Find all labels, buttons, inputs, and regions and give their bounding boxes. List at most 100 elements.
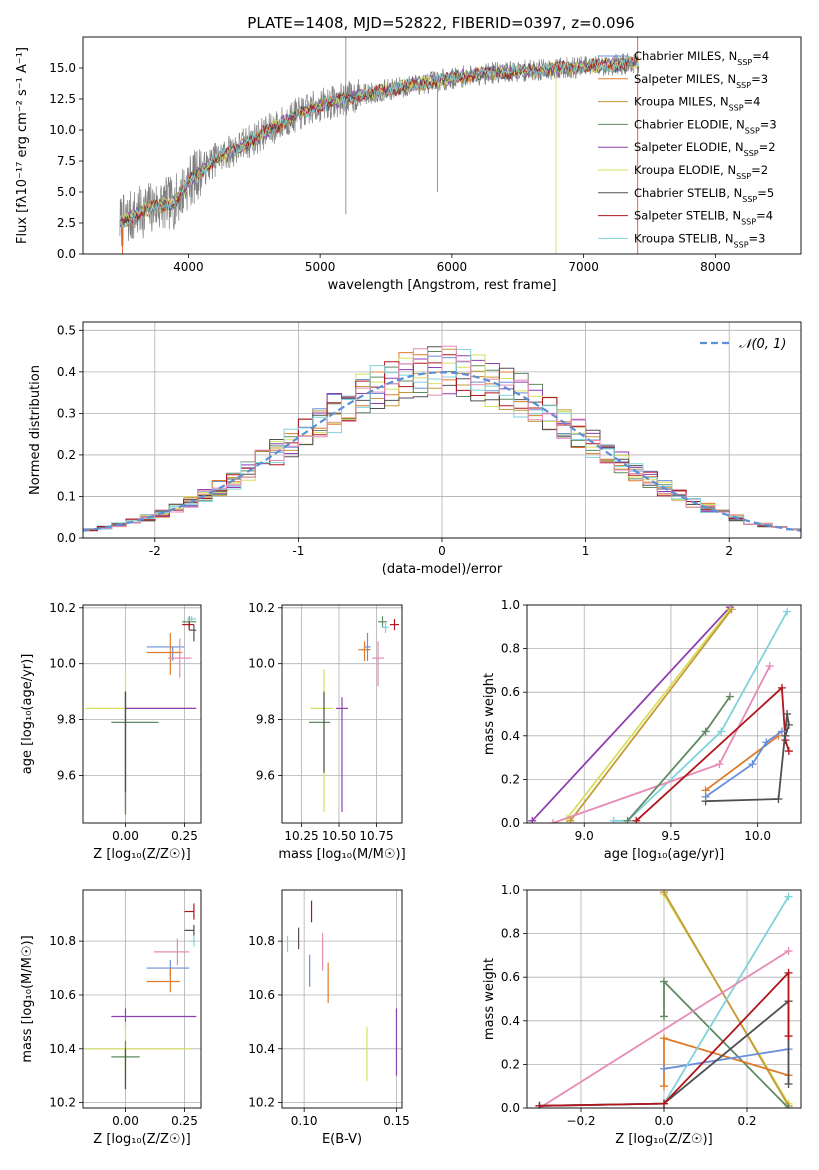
point-marker xyxy=(784,892,793,901)
spectrum-panel: PLATE=1408, MJD=52822, FIBERID=0397, z=0… xyxy=(247,14,634,32)
y-tick-label: 0.8 xyxy=(501,642,520,656)
legend-entry: Chabrier ELODIE, NSSP=3 xyxy=(634,117,777,135)
y-tick-label: 0.0 xyxy=(501,816,520,830)
point-marker xyxy=(660,1034,668,1043)
y-tick-label: 1.0 xyxy=(501,598,520,612)
point-marker xyxy=(784,747,793,756)
age_vs_z-points xyxy=(85,616,197,815)
age_vs_mass-axes: 10.25 10.50 10.75 9.6 9.8 10.0 10.2 xyxy=(248,601,402,843)
y-tick-label: 10.0 xyxy=(49,657,76,671)
y-tick-label: 10.2 xyxy=(49,601,76,615)
weight_vs_age-series xyxy=(528,605,793,823)
series-chabrier-miles xyxy=(705,730,783,798)
point-marker xyxy=(717,727,726,736)
legend-entry: Salpeter STELIB, NSSP=4 xyxy=(634,209,773,227)
weight_vs_age-frame xyxy=(526,604,802,824)
y-tick-label: 0.3 xyxy=(57,406,76,420)
y-tick-label: 12.5 xyxy=(49,92,76,106)
weight_vs_age-xlabel: age [log₁₀(age/yr)] xyxy=(604,847,725,862)
point-marker xyxy=(632,816,641,823)
y-tick-label: 9.8 xyxy=(57,713,76,727)
y-tick-label: 0.1 xyxy=(57,489,76,503)
y-tick-label: 0.4 xyxy=(501,729,520,743)
residual-histograms xyxy=(83,345,801,533)
legend-entry: Kroupa ELODIE, NSSP=2 xyxy=(634,163,768,181)
x-tick-label: 5000 xyxy=(305,260,336,274)
point-marker xyxy=(784,1032,793,1041)
point-marker xyxy=(623,816,632,823)
y-tick-label: 0.0 xyxy=(501,1101,520,1115)
spectrum-title: PLATE=1408, MJD=52822, FIBERID=0397, z=0… xyxy=(247,14,634,32)
series-kroupa-miles xyxy=(569,608,733,822)
point-marker xyxy=(774,795,783,804)
y-tick-label: 10.6 xyxy=(49,988,76,1002)
point-marker xyxy=(784,947,793,956)
residuals-frame xyxy=(82,321,802,539)
y-tick-label: 10.6 xyxy=(248,988,275,1002)
point-marker xyxy=(765,662,774,671)
age_vs_z-frame xyxy=(82,604,202,824)
mass_vs_z-frame xyxy=(82,889,202,1109)
age_vs_z-ylabel: age [log₁₀(age/yr)] xyxy=(20,654,35,775)
x-tick-label: 10.0 xyxy=(744,829,771,843)
x-tick-label: 2 xyxy=(725,544,733,558)
y-tick-label: 10.2 xyxy=(248,1096,275,1110)
point-marker xyxy=(784,1080,793,1089)
age_vs_mass-frame xyxy=(281,604,403,824)
legend-entry: Chabrier MILES, NSSP=4 xyxy=(634,49,769,67)
spectrum-xlabel: wavelength [Angstrom, rest frame] xyxy=(328,278,557,293)
y-tick-label: 5.0 xyxy=(57,185,76,199)
age_vs_mass-xlabel: mass [log₁₀(M/M☉)] xyxy=(278,847,405,862)
legend-entry: Chabrier STELIB, NSSP=5 xyxy=(634,186,774,204)
y-tick-label: 9.8 xyxy=(256,713,275,727)
y-tick-label: 0.4 xyxy=(501,1014,520,1028)
y-tick-label: 0.5 xyxy=(57,323,76,337)
x-tick-label: 0.15 xyxy=(383,1114,410,1128)
series-salpeter-elodie xyxy=(531,606,731,822)
point-marker xyxy=(660,1082,668,1091)
mass_vs_z-ylabel: mass [log₁₀(M/M☉)] xyxy=(20,935,35,1062)
x-tick-label: -2 xyxy=(149,544,161,558)
x-tick-label: 0 xyxy=(438,544,446,558)
age_vs_mass-points xyxy=(309,616,399,812)
point-marker xyxy=(528,816,537,823)
point-marker xyxy=(701,792,710,801)
weight_vs_z-series xyxy=(535,890,793,1108)
x-tick-label: 7000 xyxy=(568,260,599,274)
mass_vs_z-xlabel: Z [log₁₀(Z/Z☉)] xyxy=(93,1132,190,1147)
y-tick-label: 0.6 xyxy=(501,685,520,699)
model-chabrier-stelib xyxy=(119,57,639,225)
point-marker xyxy=(535,1101,544,1108)
point-marker xyxy=(727,605,736,614)
y-tick-label: 15.0 xyxy=(49,61,76,75)
gaussian-curve xyxy=(83,371,801,532)
y-tick-label: 0.6 xyxy=(501,970,520,984)
x-tick-label: 0.00 xyxy=(112,1114,139,1128)
point-marker xyxy=(549,819,558,823)
y-tick-label: 0.0 xyxy=(57,247,76,261)
y-tick-label: 9.6 xyxy=(256,768,275,782)
x-tick-label: 0.0 xyxy=(654,1114,673,1128)
legend-gaussian-label: 𝒩(0, 1) xyxy=(739,337,786,352)
point-marker xyxy=(660,977,668,986)
residuals-xlabel: (data-model)/error xyxy=(382,562,503,577)
y-tick-label: 1.0 xyxy=(501,883,520,897)
point-marker xyxy=(781,731,790,740)
weight_vs_z-xlabel: Z [log₁₀(Z/Z☉)] xyxy=(615,1132,712,1147)
spectrum-legend: Chabrier MILES, NSSP=4 Salpeter MILES, NS… xyxy=(598,49,777,249)
y-tick-label: 0.0 xyxy=(57,531,76,545)
point-marker xyxy=(660,890,668,897)
histogram-kroupa-stelib xyxy=(83,349,801,533)
point-marker xyxy=(762,738,771,747)
series-pink xyxy=(539,950,789,1108)
y-tick-label: 2.5 xyxy=(57,216,76,230)
point-marker xyxy=(660,1099,668,1108)
spectrum-ylabel: Flux [fλ10⁻¹⁷ erg cm⁻² s⁻¹ A⁻¹] xyxy=(15,47,30,244)
histogram-pink xyxy=(83,345,801,533)
legend-entry: Kroupa STELIB, NSSP=3 xyxy=(634,231,765,249)
y-tick-label: 10.0 xyxy=(49,123,76,137)
y-tick-label: 10.8 xyxy=(248,934,275,948)
series-kroupa-stelib xyxy=(613,611,788,822)
y-tick-label: 10.4 xyxy=(248,1042,275,1056)
